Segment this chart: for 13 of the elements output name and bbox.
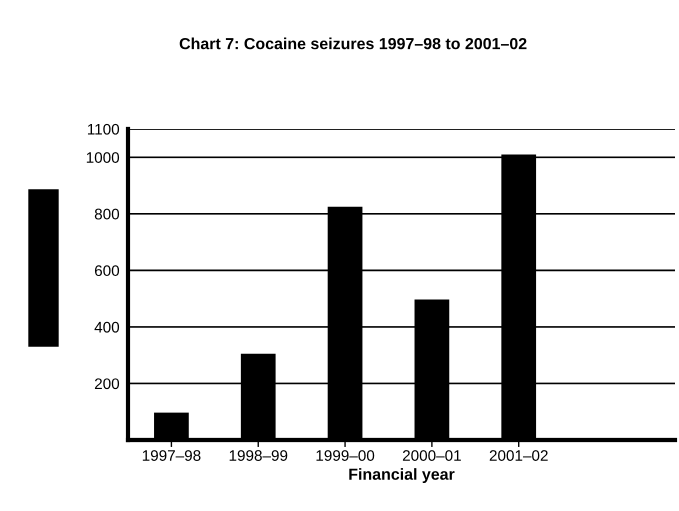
y-tick-label: 600: [94, 265, 120, 276]
x-tick-label: 2001–02: [490, 450, 548, 461]
chart-title: Chart 7: Cocaine seizures 1997–98 to 2001–02: [180, 38, 526, 50]
y-tick-label: 1000: [86, 152, 120, 163]
x-tick-label: 2000–01: [402, 450, 461, 461]
x-tick-label: 1998–99: [230, 450, 288, 461]
y-tick-label: 400: [94, 322, 120, 333]
y-tick-label: 800: [94, 208, 120, 220]
y-tick-label: 200: [94, 378, 120, 390]
y-tick-label: 1100: [88, 124, 120, 135]
x-axis-title: Financial year: [349, 468, 455, 484]
x-tick-label: 1997–98: [142, 450, 200, 461]
x-tick-label: 1999–00: [316, 450, 374, 461]
